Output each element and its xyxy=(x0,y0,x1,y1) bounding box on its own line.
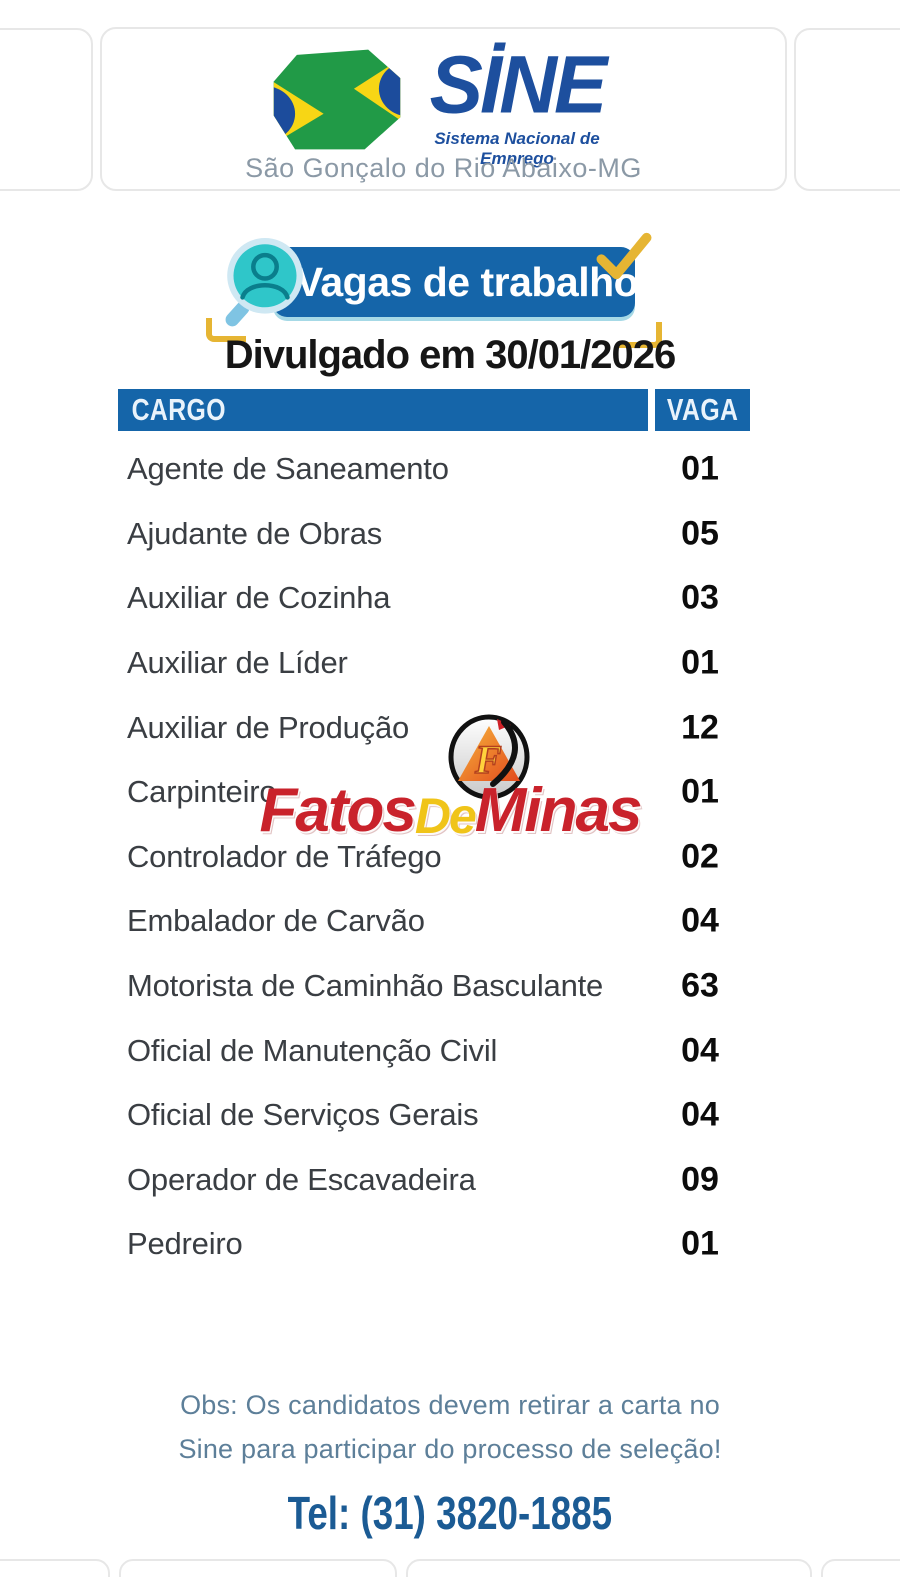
next-row-card-stub[interactable] xyxy=(119,1559,397,1577)
search-person-icon xyxy=(225,238,303,327)
sine-header-card[interactable]: SİNE Sistema Nacional de Emprego São Gon… xyxy=(100,27,787,191)
checkmark-icon xyxy=(596,232,652,280)
job-vacancies: 04 xyxy=(681,901,719,940)
table-row: Oficial de Serviços Gerais 04 xyxy=(0,1083,900,1148)
carousel-card-previous[interactable] xyxy=(0,28,93,191)
table-row: Embalador de Carvão 04 xyxy=(0,889,900,954)
job-vacancies: 04 xyxy=(681,1031,719,1070)
obs-line-1: Obs: Os candidatos devem retirar a carta… xyxy=(180,1390,720,1420)
corner-bracket-left-icon xyxy=(206,318,246,342)
next-row-card-stub[interactable] xyxy=(821,1559,900,1577)
next-row-card-stub[interactable] xyxy=(0,1559,110,1577)
sine-logo-mark-icon xyxy=(273,49,401,150)
fatos-badge-icon: F xyxy=(448,714,530,800)
phone-number: Tel: (31) 3820-1885 xyxy=(287,1487,613,1539)
jobs-table-header: CARGO VAGA xyxy=(0,389,900,431)
city-label: São Gonçalo do Rio Abaixo-MG xyxy=(245,153,642,183)
job-vacancies: 05 xyxy=(681,514,719,553)
job-title: Embalador de Carvão xyxy=(127,903,425,939)
job-vacancies: 63 xyxy=(681,966,719,1005)
sine-logo: SİNE Sistema Nacional de Emprego São Gon… xyxy=(102,29,785,189)
job-title: Auxiliar de Líder xyxy=(127,645,348,681)
observation-note: Obs: Os candidatos devem retirar a carta… xyxy=(0,1383,900,1471)
job-vacancies: 02 xyxy=(681,837,719,876)
corner-bracket-right-icon xyxy=(618,322,662,348)
vacancies-banner: Vagas de trabalho xyxy=(0,232,900,348)
job-title: Oficial de Serviços Gerais xyxy=(127,1097,479,1133)
table-row: Operador de Escavadeira 09 xyxy=(0,1148,900,1213)
job-title: Pedreiro xyxy=(127,1226,243,1262)
phone-line: Tel: (31) 3820-1885 xyxy=(0,1486,900,1540)
job-vacancies: 12 xyxy=(681,708,719,747)
table-row: Auxiliar de Cozinha 03 xyxy=(0,566,900,631)
job-vacancies: 01 xyxy=(681,772,719,811)
sine-brand-text: SİNE xyxy=(429,39,608,130)
column-header-cargo: CARGO xyxy=(118,389,648,431)
table-row: Motorista de Caminhão Basculante 63 xyxy=(0,954,900,1019)
banner-pill: Vagas de trabalho xyxy=(273,247,639,317)
banner-title: Vagas de trabalho xyxy=(295,258,639,305)
table-row: Carpinteiro 01 xyxy=(0,760,900,825)
job-title: Ajudante de Obras xyxy=(127,515,383,551)
obs-line-2: Sine para participar do processo de sele… xyxy=(178,1434,722,1464)
job-title: Auxiliar de Produção xyxy=(127,709,410,745)
table-row: Auxiliar de Produção 12 xyxy=(0,695,900,760)
cargo-header-label: CARGO xyxy=(131,392,226,427)
watermark-fatos: Fatos xyxy=(259,776,417,845)
vaga-header-label: VAGA xyxy=(666,392,739,427)
job-vacancies: 01 xyxy=(681,1224,719,1263)
sine-brand-block: SİNE Sistema Nacional de Emprego xyxy=(402,39,632,169)
job-vacancies: 03 xyxy=(681,578,719,617)
carousel-card-next[interactable] xyxy=(794,28,900,191)
published-date: Divulgado em 30/01/2026 xyxy=(224,333,677,377)
job-title: Agente de Saneamento xyxy=(127,451,449,487)
job-vacancies: 01 xyxy=(681,449,719,488)
watermark-text: FatosDeMinas xyxy=(0,775,900,846)
job-title: Motorista de Caminhão Basculante xyxy=(127,968,604,1004)
job-title: Oficial de Manutenção Civil xyxy=(127,1032,498,1068)
watermark-de: De xyxy=(414,788,477,844)
next-row-card-stub[interactable] xyxy=(406,1559,812,1577)
sine-tagline: Sistema Nacional de Emprego xyxy=(434,129,600,168)
column-header-vaga: VAGA xyxy=(655,389,750,431)
table-row: Ajudante de Obras 05 xyxy=(0,502,900,567)
job-title: Controlador de Tráfego xyxy=(127,838,442,874)
watermark-minas: Minas xyxy=(474,776,643,845)
job-title: Carpinteiro xyxy=(127,774,277,810)
job-vacancies: 01 xyxy=(681,643,719,682)
svg-text:F: F xyxy=(474,737,502,782)
table-row: Controlador de Tráfego 02 xyxy=(0,825,900,890)
table-row: Auxiliar de Líder 01 xyxy=(0,631,900,696)
job-vacancies: 09 xyxy=(681,1160,719,1199)
job-title: Auxiliar de Cozinha xyxy=(127,580,391,616)
job-vacancies: 04 xyxy=(681,1095,719,1134)
job-title: Operador de Escavadeira xyxy=(127,1161,476,1197)
jobs-table-body: Agente de Saneamento 01 Ajudante de Obra… xyxy=(0,437,900,1277)
table-row: Oficial de Manutenção Civil 04 xyxy=(0,1018,900,1083)
table-row: Pedreiro 01 xyxy=(0,1212,900,1277)
table-row: Agente de Saneamento 01 xyxy=(0,437,900,502)
